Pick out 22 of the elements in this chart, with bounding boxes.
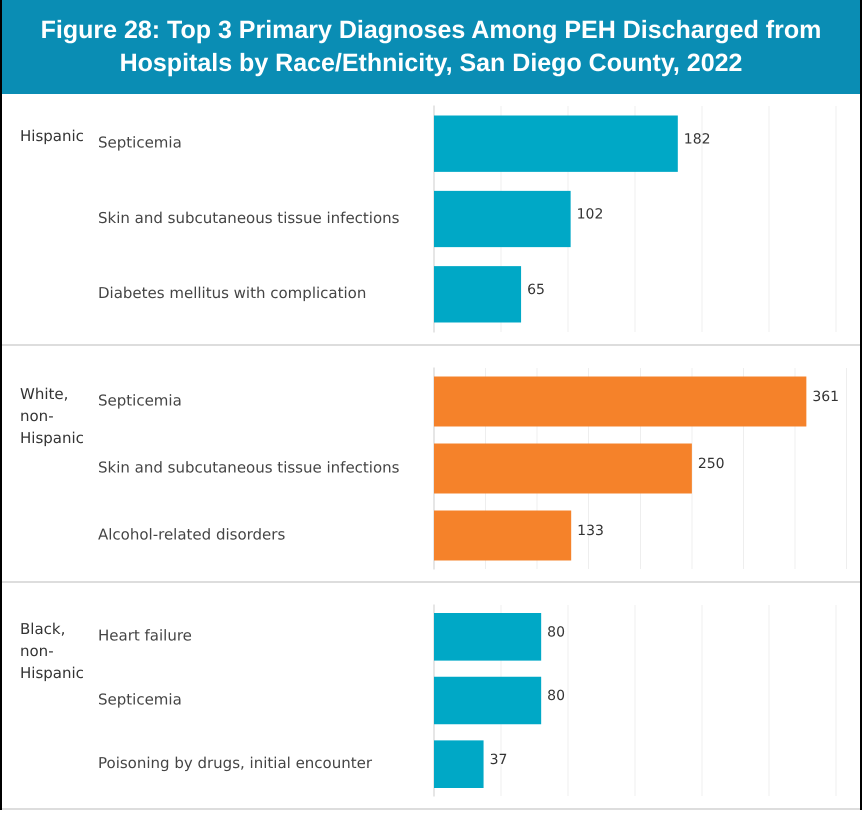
data-label: 182 <box>684 131 711 148</box>
data-label: 37 <box>490 752 508 768</box>
y-tick-label: Skin and subcutaneous tissue infections <box>98 458 400 476</box>
y-tick-label: Poisoning by drugs, initial encounter <box>98 754 373 772</box>
chart-title: Figure 28: Top 3 Primary Diagnoses Among PEH Discharged from Hospitals by Race/Ethnicity, San Diego County, 2022 <box>2 0 860 94</box>
y-tick-label: Heart failure <box>98 626 192 645</box>
data-label: 250 <box>698 456 725 472</box>
y-tick-label: Alcohol-related disorders <box>98 525 286 544</box>
y-axis-title: Hispanic <box>20 126 84 145</box>
data-label: 133 <box>577 523 604 540</box>
y-tick-label: Skin and subcutaneous tissue infections <box>98 208 400 227</box>
y-tick-label: Diabetes mellitus with complication <box>98 284 366 302</box>
data-label: 80 <box>547 688 565 704</box>
data-label: 80 <box>547 624 565 640</box>
y-tick-label: Septicemia <box>98 391 182 410</box>
data-label: 102 <box>576 206 604 223</box>
data-label: 65 <box>527 282 545 298</box>
data-label: 361 <box>812 389 840 406</box>
y-tick-label: Septicemia <box>98 134 182 152</box>
y-axis-title: White, non-Hispanic <box>20 384 84 446</box>
y-tick-label: Septicemia <box>98 690 182 708</box>
y-axis-title: Black, non-Hispanic <box>20 620 84 682</box>
